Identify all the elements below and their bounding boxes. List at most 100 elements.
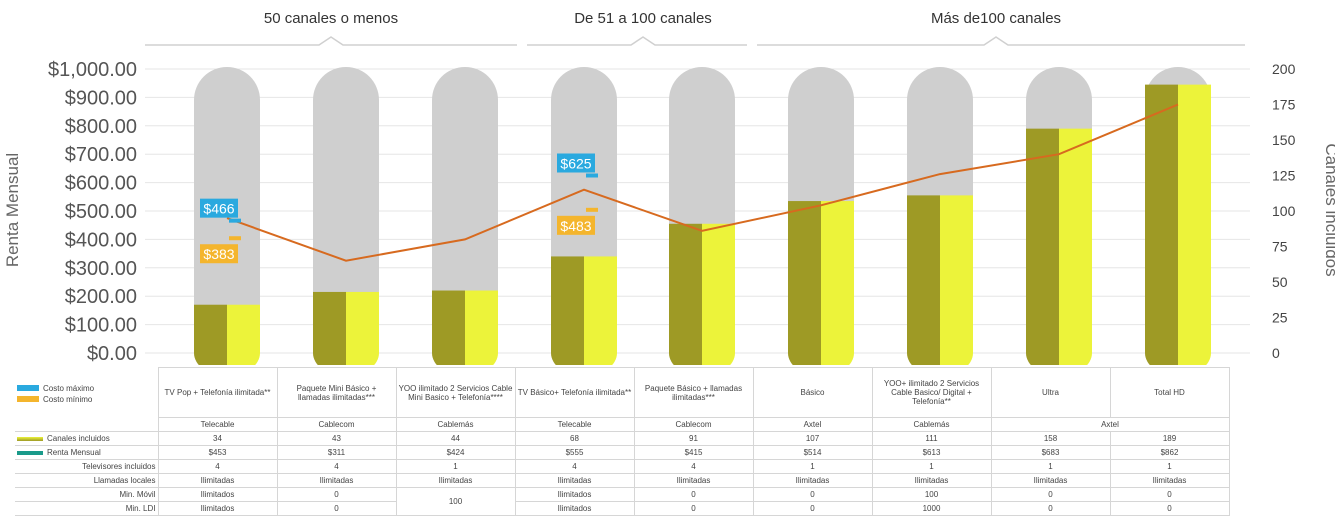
- bar-dark-half: [907, 195, 940, 353]
- min-cost-tag: [200, 244, 238, 264]
- max-cost-tag: [200, 198, 238, 218]
- provider-name: Telecable: [157, 417, 278, 432]
- bar-bottom-dark: [669, 353, 702, 365]
- provider-name: Cablemás: [395, 417, 516, 432]
- cell: 111: [871, 431, 992, 446]
- cell: Ilimitadas: [752, 473, 873, 488]
- bar-background: [432, 67, 498, 353]
- plan-name: Básico: [752, 367, 873, 418]
- row-label: Llamadas locales: [15, 473, 159, 488]
- bar-light-half: [702, 223, 735, 353]
- cell: 0: [633, 487, 754, 502]
- y2-tick-label: 125: [1272, 168, 1296, 184]
- provider-name: Cablemás: [871, 417, 992, 432]
- y2-tick-label: 0: [1272, 345, 1280, 361]
- legend-label-max: Costo máximo: [43, 383, 95, 393]
- min-cost-marker: [586, 207, 598, 212]
- bar-bottom-light: [1178, 353, 1211, 365]
- cost-tag-label: $466: [203, 201, 234, 217]
- cell: 0: [990, 487, 1111, 502]
- cell: 0: [276, 487, 397, 502]
- plan-name: TV Básico+ Telefonía ilimitada**: [514, 367, 635, 418]
- legend-swatch-min: [17, 396, 39, 402]
- cell: 44: [395, 431, 516, 446]
- row-swatch-canales: [17, 436, 43, 441]
- bar-dark-half: [1145, 84, 1178, 354]
- cell: 1: [990, 459, 1111, 474]
- bar-bottom-light: [1059, 353, 1092, 365]
- provider-name: Cablecom: [633, 417, 754, 432]
- cell: Ilimitadas: [1109, 473, 1230, 488]
- cell: 4: [633, 459, 754, 474]
- cell: 107: [752, 431, 873, 446]
- cell: Ilimitados: [157, 501, 278, 516]
- max-cost-marker: [586, 173, 598, 178]
- bar-light-half: [227, 304, 260, 353]
- data-table-area: Costo máximo Costo mínimo TV Pop + Telef…: [0, 365, 1335, 517]
- group-label: De 51 a 100 canales: [574, 10, 712, 27]
- cell: 43: [276, 431, 397, 446]
- legend-item-max: Costo máximo: [17, 383, 156, 394]
- cell: $555: [514, 445, 635, 460]
- cell: $683: [990, 445, 1111, 460]
- bar-light-half: [346, 291, 379, 353]
- cell: 100: [395, 487, 516, 516]
- cell: 0: [752, 501, 873, 516]
- bar-bottom-light: [584, 353, 617, 365]
- bar-bottom-light: [940, 353, 973, 365]
- cell: $453: [157, 445, 278, 460]
- bar-background: [313, 67, 379, 353]
- cell: Ilimitadas: [276, 473, 397, 488]
- y-tick-label: $900.00: [65, 87, 137, 109]
- cell: 0: [752, 487, 873, 502]
- bar-light-half: [465, 290, 498, 353]
- min-cost-tag: [557, 215, 595, 235]
- legend: Costo máximo Costo mínimo: [15, 368, 158, 418]
- y-tick-label: $800.00: [65, 116, 137, 138]
- bar-light-half: [1059, 128, 1092, 353]
- cell: 4: [514, 459, 635, 474]
- y-tick-label: $1,000.00: [48, 59, 137, 81]
- bar-bottom-dark: [907, 353, 940, 365]
- y-tick-label: $0.00: [87, 343, 137, 365]
- y-tick-label: $100.00: [65, 315, 137, 337]
- cell: Ilimitados: [514, 487, 635, 502]
- cell: 68: [514, 431, 635, 446]
- cell: 4: [157, 459, 278, 474]
- cell: $424: [395, 445, 516, 460]
- y2-tick-label: 50: [1272, 274, 1288, 290]
- bar-bottom-dark: [432, 353, 465, 365]
- cell: Ilimitadas: [871, 473, 992, 488]
- cell: 1: [871, 459, 992, 474]
- renta-line: [226, 103, 1179, 262]
- cell: 0: [1109, 501, 1230, 516]
- legend-label-min: Costo mínimo: [43, 394, 93, 404]
- cell: 1: [395, 459, 516, 474]
- plan-name: TV Pop + Telefonía ilimitada**: [157, 367, 278, 418]
- cost-tag-label: $625: [560, 156, 591, 172]
- cell: 1: [752, 459, 873, 474]
- provider-name: Cablecom: [276, 417, 397, 432]
- plan-name: Paquete Básico + llamadas ilimitadas***: [633, 367, 754, 418]
- cell: 0: [276, 501, 397, 516]
- bar-bottom-dark: [194, 353, 227, 365]
- row-label: Min. Móvil: [15, 487, 159, 502]
- max-cost-marker: [229, 218, 241, 223]
- cost-tag-label: $483: [560, 218, 591, 234]
- y-tick-label: $200.00: [65, 286, 137, 308]
- bar-bottom-dark: [551, 353, 584, 365]
- y-tick-label: $400.00: [65, 229, 137, 251]
- group-bracket: [527, 36, 747, 46]
- row-label: Televisores incluidos: [15, 459, 159, 474]
- cell: Ilimitados: [157, 487, 278, 502]
- bar-light-half: [821, 201, 854, 353]
- plan-name: YOO+ ilimitado 2 Servicios Cable Basico/…: [871, 367, 992, 418]
- y2-tick-label: 200: [1272, 61, 1296, 77]
- plan-name: Ultra: [990, 367, 1111, 418]
- y2-tick-label: 175: [1272, 97, 1296, 113]
- y2-tick-label: 75: [1272, 239, 1288, 255]
- cell: 158: [990, 431, 1111, 446]
- cell: Ilimitadas: [395, 473, 516, 488]
- row-label: Min. LDI: [15, 501, 159, 516]
- row-label-text: Renta Mensual: [47, 448, 101, 457]
